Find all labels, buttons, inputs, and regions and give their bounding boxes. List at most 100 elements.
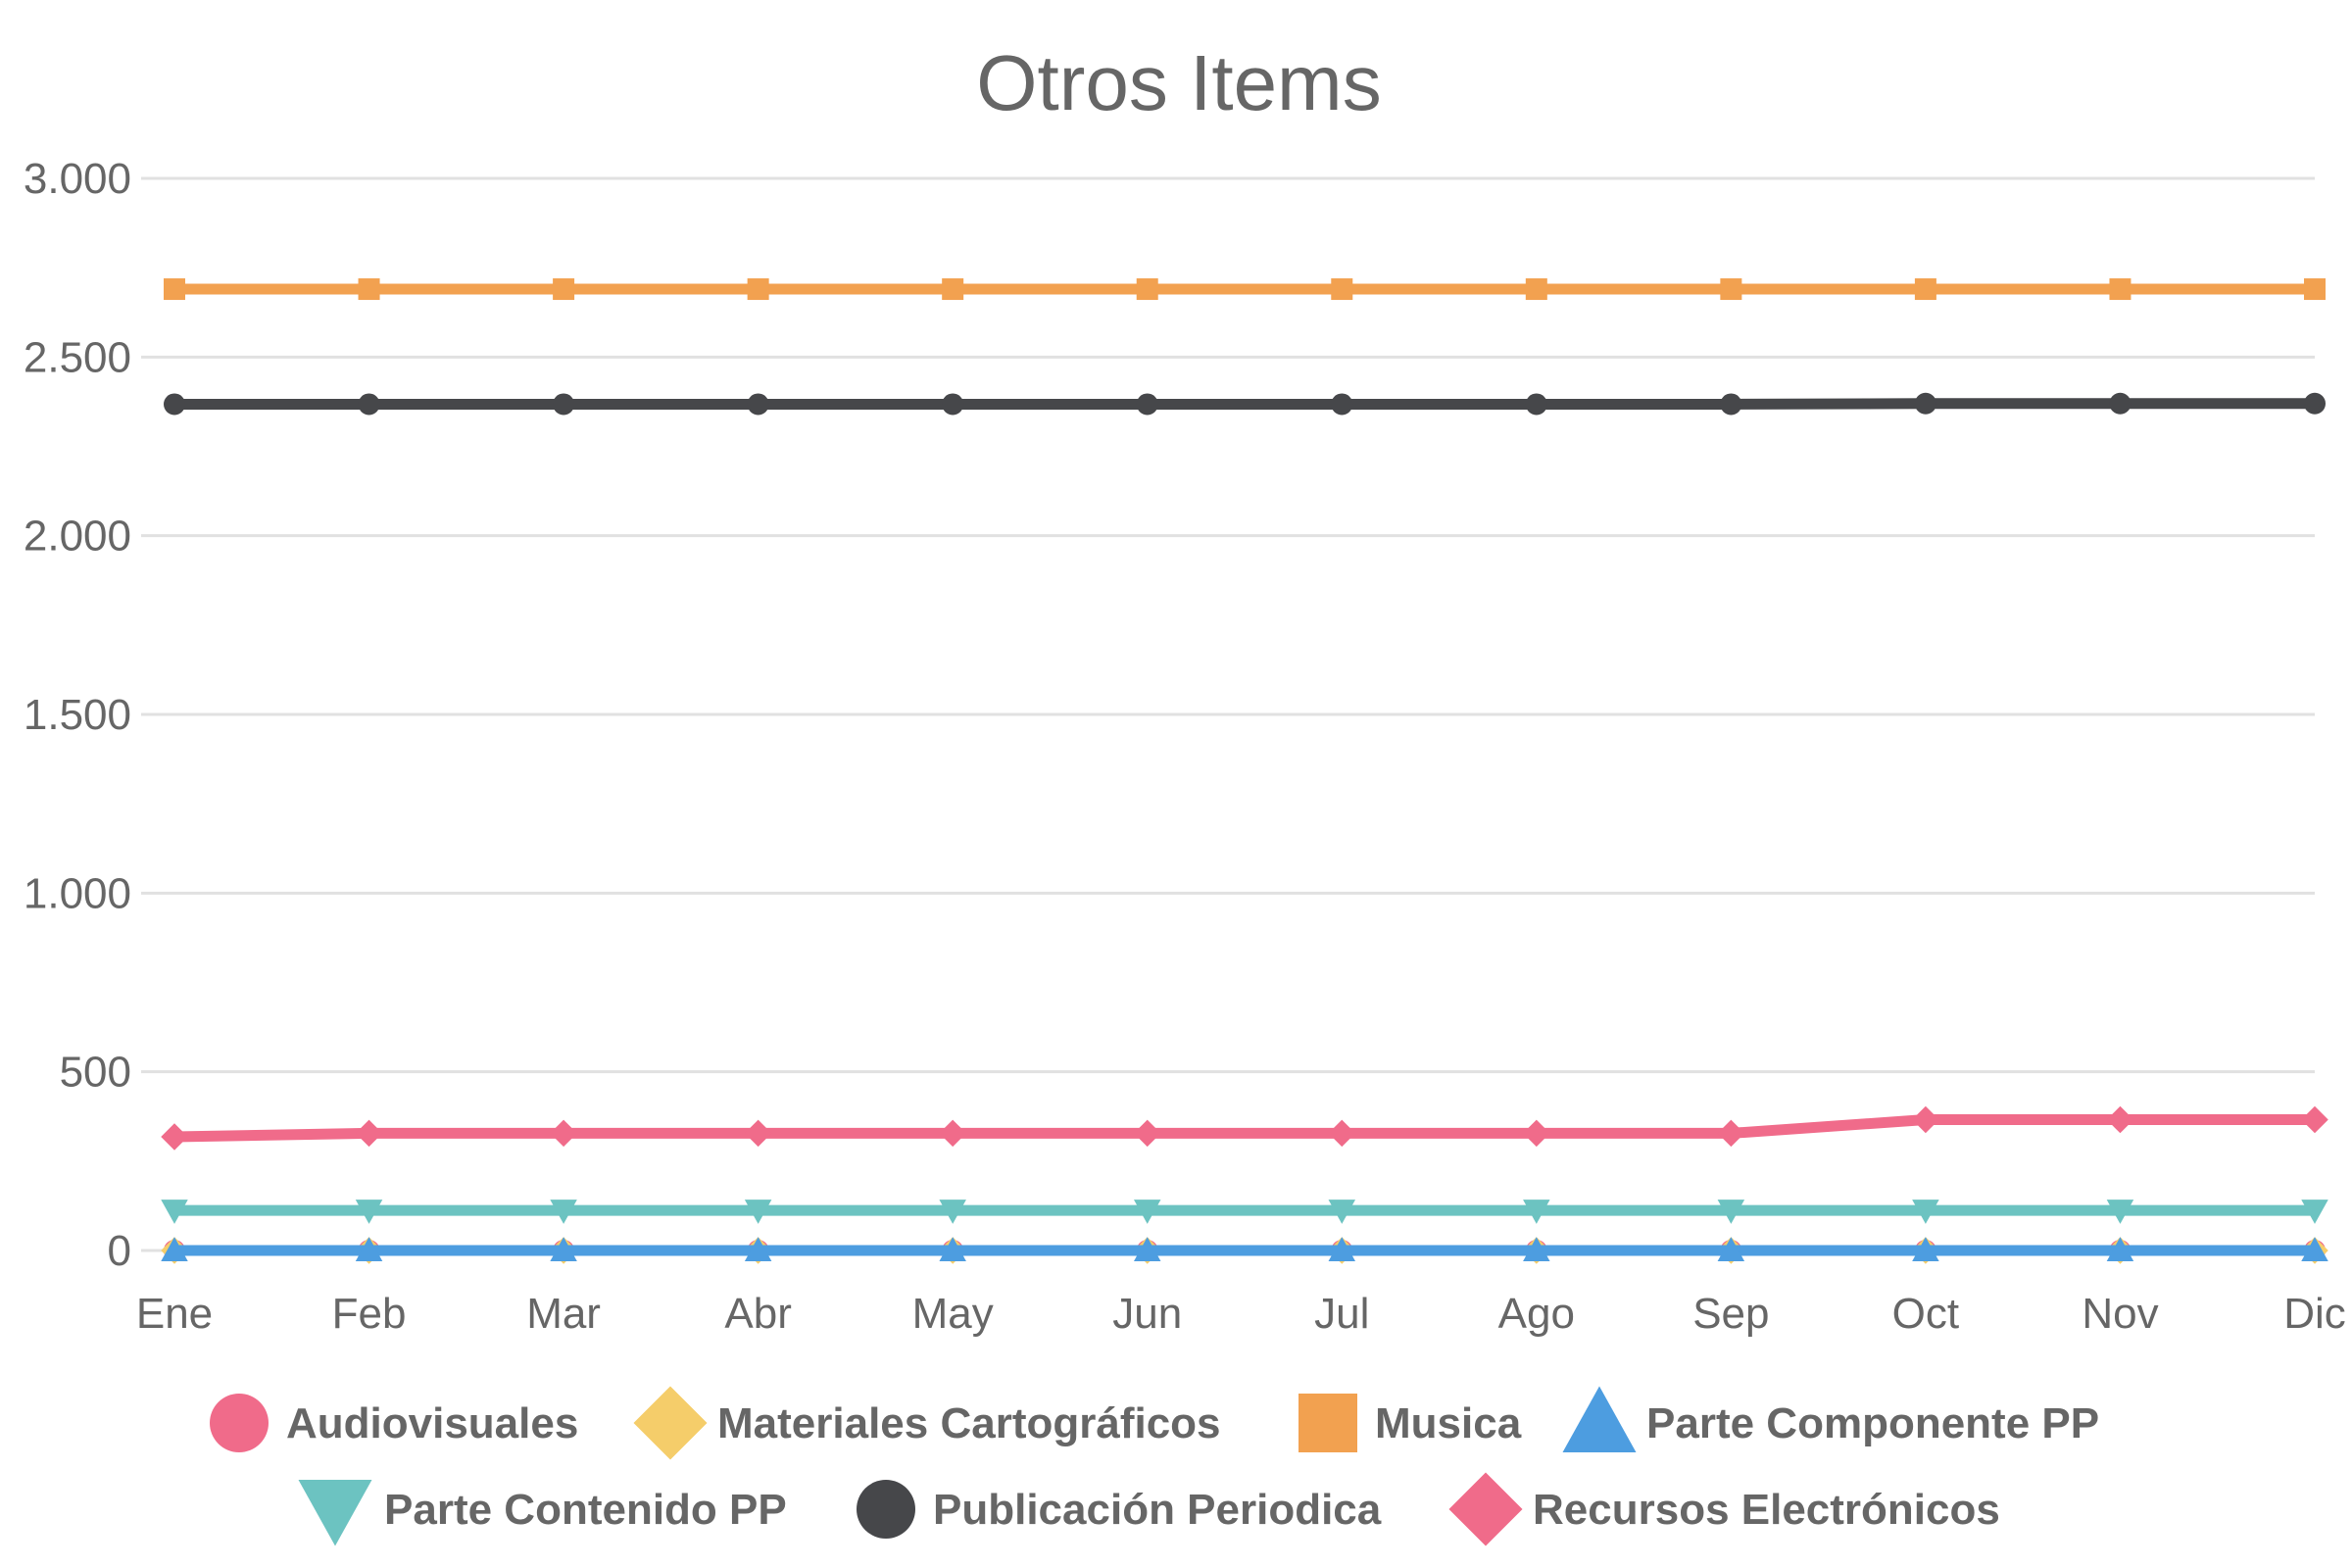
data-point bbox=[2106, 1237, 2134, 1261]
series-lines bbox=[161, 278, 2328, 1264]
data-point bbox=[2109, 392, 2132, 415]
data-point bbox=[1133, 1200, 1161, 1224]
y-axis-ticks: 0 500 1.000 1.500 2.000 2.500 3.000 bbox=[24, 155, 131, 1275]
legend-diamond-icon bbox=[633, 1386, 708, 1460]
data-point bbox=[355, 1119, 383, 1148]
data-point bbox=[2109, 278, 2132, 301]
data-point bbox=[1331, 393, 1353, 416]
grid-lines bbox=[141, 176, 2315, 1252]
series-line bbox=[169, 1114, 2321, 1143]
legend-label: Parte Componente PP bbox=[1646, 1399, 2099, 1447]
series-parte-contenido-pp bbox=[161, 1200, 2328, 1224]
y-tick-label: 500 bbox=[60, 1049, 131, 1097]
data-point bbox=[1912, 1237, 1939, 1261]
data-point bbox=[1523, 1200, 1550, 1224]
data-point bbox=[161, 1123, 188, 1151]
data-point bbox=[550, 1237, 577, 1261]
legend-label: Audiovisuales bbox=[286, 1399, 578, 1447]
data-point bbox=[2106, 1105, 2134, 1134]
data-point bbox=[1717, 1200, 1745, 1224]
x-tick-label: Mar bbox=[526, 1290, 601, 1338]
data-point bbox=[2301, 1237, 2328, 1261]
y-tick-label: 2.500 bbox=[24, 333, 131, 381]
data-point bbox=[164, 393, 185, 416]
data-point bbox=[1136, 393, 1158, 416]
data-point bbox=[358, 393, 380, 416]
data-point bbox=[939, 1237, 966, 1261]
x-axis-ticks: Ene Feb Mar Abr May Jun Jul Ago Sep Oct Nov Dic bbox=[136, 1290, 2346, 1338]
legend-item-audiovisuales[interactable]: Audiovisuales bbox=[210, 1394, 578, 1452]
legend-label: Recursos Electrónicos bbox=[1533, 1486, 2000, 1534]
data-point bbox=[2304, 278, 2326, 301]
chart-title: Otros Items bbox=[976, 39, 1381, 126]
data-point bbox=[1523, 1237, 1550, 1261]
data-point bbox=[1133, 1237, 1161, 1261]
y-tick-label: 0 bbox=[108, 1227, 131, 1275]
series-line bbox=[169, 398, 2321, 410]
x-tick-label: Feb bbox=[332, 1290, 407, 1338]
legend-label: Parte Contenido PP bbox=[384, 1486, 787, 1534]
x-tick-label: Sep bbox=[1692, 1290, 1769, 1338]
data-point bbox=[1136, 278, 1158, 301]
data-point bbox=[939, 1119, 966, 1148]
series-parte-componente-pp bbox=[161, 1237, 2328, 1261]
y-tick-label: 3.000 bbox=[24, 155, 131, 203]
legend-circle-icon bbox=[857, 1480, 915, 1539]
x-tick-label: Jul bbox=[1314, 1290, 1369, 1338]
data-point bbox=[553, 393, 575, 416]
data-point bbox=[550, 1119, 577, 1148]
data-point bbox=[747, 278, 769, 301]
data-point bbox=[1328, 1119, 1356, 1148]
y-tick-label: 1.500 bbox=[24, 691, 131, 739]
data-point bbox=[1914, 278, 1936, 301]
data-point bbox=[161, 1200, 188, 1224]
series-musica bbox=[164, 278, 2326, 301]
data-point bbox=[1331, 278, 1353, 301]
data-point bbox=[1720, 393, 1742, 416]
data-point bbox=[747, 393, 769, 416]
legend-item-materiales-cartograficos[interactable]: Materiales Cartográficos bbox=[633, 1386, 1221, 1460]
x-tick-label: Dic bbox=[2283, 1290, 2346, 1338]
data-point bbox=[1912, 1200, 1939, 1224]
data-point bbox=[1717, 1119, 1745, 1148]
data-point bbox=[161, 1237, 188, 1261]
data-point bbox=[1525, 278, 1547, 301]
legend-diamond-icon bbox=[1448, 1472, 1523, 1546]
legend-label: Materiales Cartográficos bbox=[717, 1399, 1221, 1447]
legend-label: Publicación Periodica bbox=[933, 1486, 1382, 1534]
series-publicacion-periodica bbox=[164, 392, 2326, 416]
data-point bbox=[550, 1200, 577, 1224]
data-point bbox=[553, 278, 575, 301]
data-point bbox=[2301, 1105, 2328, 1134]
legend-item-publicacion-periodica[interactable]: Publicación Periodica bbox=[857, 1480, 1382, 1539]
data-point bbox=[744, 1237, 772, 1261]
legend-item-parte-componente-pp[interactable]: Parte Componente PP bbox=[1562, 1386, 2100, 1453]
legend-triangle-up-icon bbox=[1562, 1386, 1637, 1452]
data-point bbox=[1717, 1237, 1745, 1261]
x-tick-label: Oct bbox=[1892, 1290, 1959, 1338]
legend-label: Musica bbox=[1375, 1399, 1522, 1447]
data-point bbox=[1328, 1200, 1356, 1224]
legend-item-musica[interactable]: Musica bbox=[1298, 1394, 1522, 1452]
data-point bbox=[942, 278, 964, 301]
legend-circle-icon bbox=[210, 1394, 269, 1452]
legend-item-parte-contenido-pp[interactable]: Parte Contenido PP bbox=[298, 1480, 787, 1546]
x-tick-label: May bbox=[912, 1290, 994, 1338]
data-point bbox=[2301, 1200, 2328, 1224]
data-point bbox=[355, 1200, 383, 1224]
x-tick-label: Ago bbox=[1498, 1290, 1575, 1338]
x-tick-label: Nov bbox=[2082, 1290, 2158, 1338]
x-tick-label: Jun bbox=[1112, 1290, 1182, 1338]
data-point bbox=[2106, 1200, 2134, 1224]
data-point bbox=[164, 278, 185, 301]
series-recursos-electronicos bbox=[161, 1105, 2328, 1151]
data-point bbox=[355, 1237, 383, 1261]
data-point bbox=[358, 278, 380, 301]
data-point bbox=[2304, 392, 2326, 415]
legend-item-recursos-electronicos[interactable]: Recursos Electrónicos bbox=[1448, 1472, 2000, 1546]
data-point bbox=[744, 1119, 772, 1148]
data-point bbox=[1525, 393, 1547, 416]
data-point bbox=[744, 1200, 772, 1224]
